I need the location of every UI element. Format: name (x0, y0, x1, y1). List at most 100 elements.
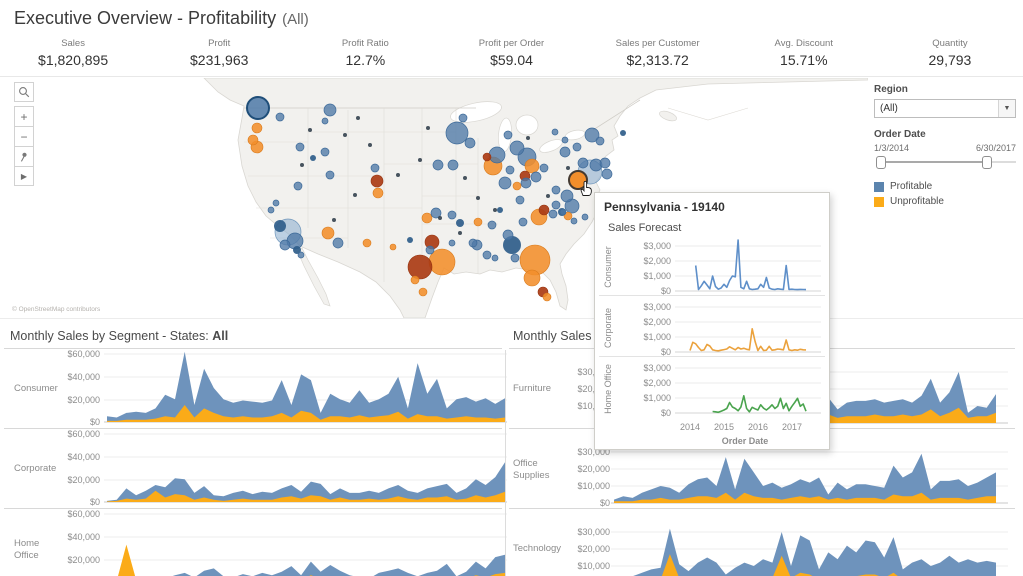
map-zoom-out-button[interactable]: − (14, 126, 34, 146)
legend-item-unprofitable[interactable]: Unprofitable (874, 196, 1016, 207)
map-bubble[interactable] (463, 176, 467, 180)
map-bubble[interactable] (584, 127, 600, 143)
map-bubble[interactable] (581, 213, 589, 221)
map-bubble[interactable] (332, 237, 344, 249)
map-bubble[interactable] (539, 163, 549, 173)
map-bubble[interactable] (297, 251, 305, 259)
slider-handle-start[interactable] (876, 156, 886, 169)
chevron-down-icon[interactable]: ▼ (998, 100, 1015, 117)
map-bubble[interactable] (247, 134, 259, 146)
map-bubble[interactable] (321, 117, 329, 125)
monthly-sales-by-segment-chart[interactable]: Consumer $60,000 $40,000 $20,000 $0 Corporate… (0, 322, 510, 576)
map-bubble[interactable] (566, 166, 570, 170)
map-bubble[interactable] (447, 210, 457, 220)
map-bubble[interactable] (563, 211, 573, 221)
map-bubble[interactable] (372, 187, 384, 199)
map-bubble[interactable] (568, 170, 588, 190)
map-bubble[interactable] (279, 239, 291, 251)
map-bubble[interactable] (396, 173, 400, 177)
map-bubble[interactable] (464, 137, 476, 149)
map-bubble[interactable] (332, 218, 336, 222)
map-bubble[interactable] (418, 158, 422, 162)
area-series-unprofitable[interactable] (614, 554, 996, 576)
map-bubble[interactable] (561, 136, 569, 144)
map-bubble[interactable] (407, 237, 413, 243)
map-expand-button[interactable]: ▶ (14, 166, 34, 186)
legend-item-profitable[interactable]: Profitable (874, 181, 1016, 192)
map-bubble[interactable] (448, 239, 456, 247)
map-bubble[interactable] (447, 159, 459, 171)
map-bubble[interactable] (320, 147, 330, 157)
area-series-unprofitable[interactable] (614, 492, 996, 503)
map-bubble[interactable] (432, 159, 444, 171)
map-bubble[interactable] (620, 130, 626, 136)
map-bubble[interactable] (445, 121, 469, 145)
profitability-map[interactable] (8, 78, 868, 318)
map-bubble[interactable] (362, 238, 372, 248)
map-bubble[interactable] (503, 236, 521, 254)
map-bubble[interactable] (267, 206, 275, 214)
map-bubble[interactable] (300, 163, 304, 167)
map-bubble[interactable] (410, 275, 420, 285)
map-bubble[interactable] (310, 155, 316, 161)
slider-active-range[interactable] (884, 161, 986, 163)
area-series-unprofitable[interactable] (107, 490, 505, 502)
map-bubble[interactable] (458, 113, 468, 123)
map-bubble[interactable] (274, 220, 286, 232)
map-bubble[interactable] (502, 229, 514, 241)
map-bubble[interactable] (488, 146, 506, 164)
map-bubble[interactable] (559, 208, 567, 216)
map-bubble[interactable] (526, 136, 530, 140)
map-bubble[interactable] (368, 143, 372, 147)
map-bubble[interactable] (509, 140, 525, 156)
map-bubble[interactable] (505, 165, 515, 175)
map-bubble[interactable] (438, 216, 442, 220)
map-bubble[interactable] (325, 170, 335, 180)
map-bubble[interactable] (523, 269, 541, 287)
map-bubble[interactable] (343, 133, 347, 137)
map-bubble-layer[interactable] (246, 96, 626, 302)
area-series-unprofitable[interactable] (107, 405, 505, 422)
map-bubble[interactable] (370, 174, 384, 188)
map-bubble[interactable] (546, 194, 550, 198)
map-bubble[interactable] (418, 287, 428, 297)
map-bubble[interactable] (503, 130, 513, 140)
map-bubble[interactable] (468, 238, 478, 248)
map-zoom-in-button[interactable]: + (14, 106, 34, 126)
order-date-slider[interactable] (874, 155, 1016, 169)
map-bubble[interactable] (542, 292, 552, 302)
map-bubble[interactable] (430, 207, 442, 219)
map-bubble[interactable] (425, 245, 435, 255)
map-bubble[interactable] (421, 212, 433, 224)
map-bubble[interactable] (456, 219, 464, 227)
slider-handle-end[interactable] (982, 156, 992, 169)
map-bubble[interactable] (458, 231, 462, 235)
map-bubble[interactable] (491, 254, 499, 262)
map-bubble[interactable] (275, 112, 285, 122)
map-bubble[interactable] (246, 96, 270, 120)
area-series-sales[interactable] (107, 351, 505, 422)
map-bubble[interactable] (482, 250, 492, 260)
map-bubble[interactable] (577, 157, 589, 169)
map-bubble[interactable] (353, 193, 357, 197)
map-bubble[interactable] (572, 142, 582, 152)
map-bubble[interactable] (493, 208, 497, 212)
map-bubble[interactable] (548, 209, 558, 219)
map-bubble[interactable] (323, 103, 337, 117)
map-bubble[interactable] (551, 200, 561, 210)
map-bubble[interactable] (473, 217, 483, 227)
map-bubble[interactable] (601, 168, 613, 180)
map-bubble[interactable] (370, 163, 380, 173)
map-bubble[interactable] (518, 217, 528, 227)
map-search-button[interactable] (14, 82, 34, 102)
map-bubble[interactable] (538, 204, 550, 216)
map-bubble[interactable] (293, 246, 301, 254)
map-bubble[interactable] (570, 217, 578, 225)
map-bubble[interactable] (482, 152, 492, 162)
map-bubble[interactable] (559, 146, 571, 158)
region-dropdown[interactable]: (All) ▼ (874, 99, 1016, 118)
map-bubble[interactable] (407, 254, 433, 280)
map-bubble[interactable] (551, 185, 561, 195)
map-bubble[interactable] (389, 243, 397, 251)
map-bubble[interactable] (498, 176, 512, 190)
